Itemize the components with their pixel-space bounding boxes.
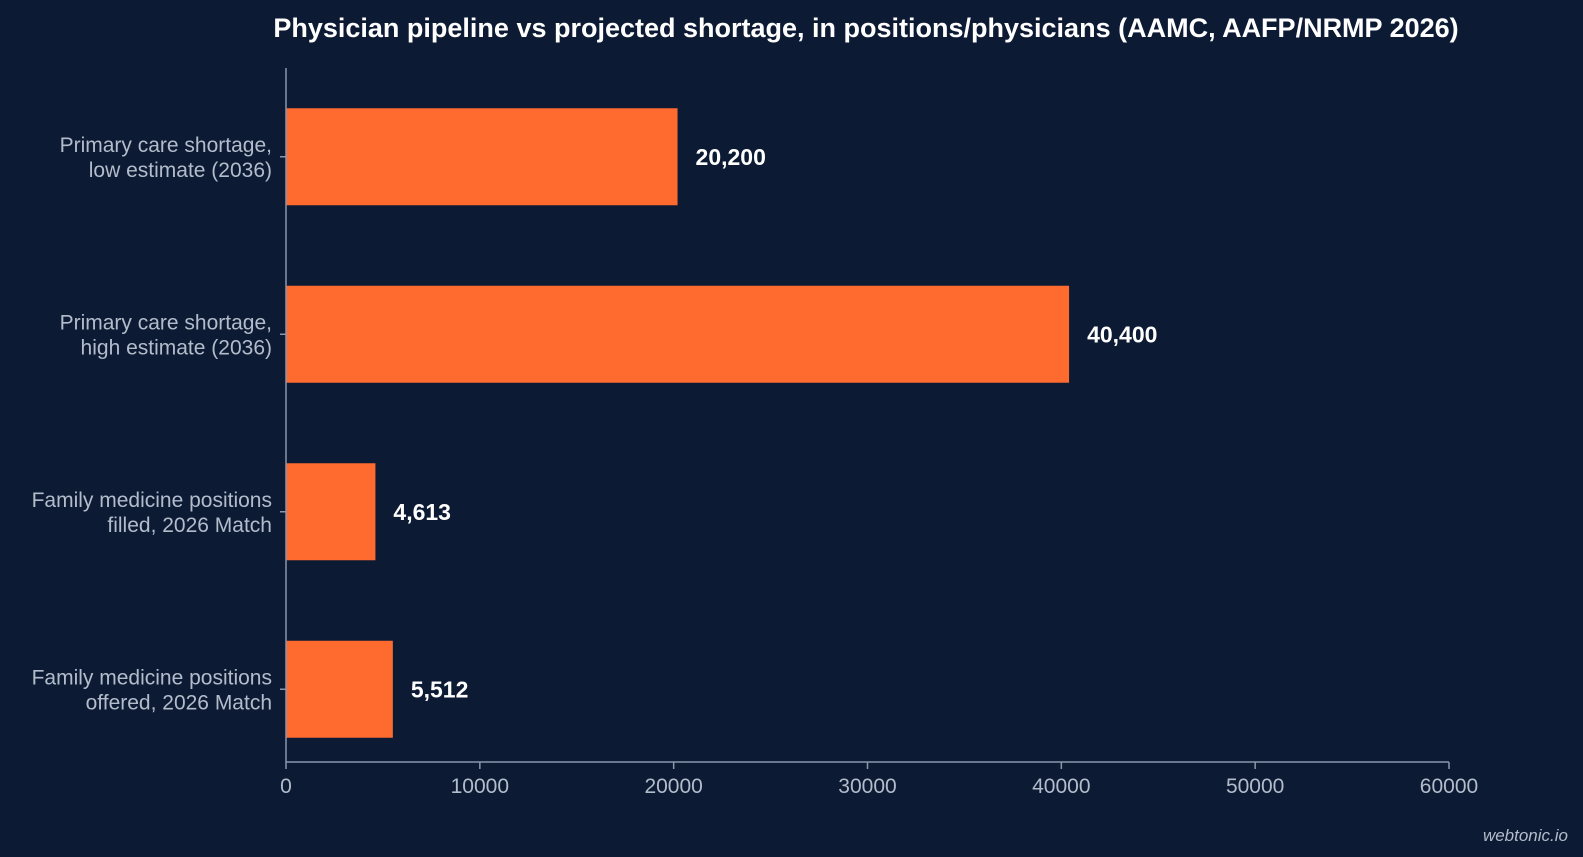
category-label-3: Family medicine positions filled, 2026 Ma… <box>32 489 272 537</box>
data-label-3: 4,613 <box>393 499 451 525</box>
watermark-text: webtonic.io <box>1483 826 1568 845</box>
x-tick-label-0: 0 <box>280 775 292 798</box>
chart-title: Physician pipeline vs projected shortage… <box>273 13 1458 43</box>
category-label-line: Family medicine positions <box>32 489 272 512</box>
category-label-line: Family medicine positions <box>32 666 272 689</box>
category-label-4: Family medicine positions offered, 2026 M… <box>32 666 272 714</box>
category-label-2: Primary care shortage, high estimate (203… <box>60 311 272 359</box>
category-label-1: Primary care shortage, low estimate (2036… <box>60 134 272 182</box>
category-label-line: filled, 2026 Match <box>107 514 272 537</box>
axes: 0 10000 20000 30000 40000 50000 60000 <box>280 68 1478 798</box>
x-tick-label-20000: 20000 <box>644 775 702 798</box>
category-labels: Primary care shortage, low estimate (2036… <box>32 134 272 715</box>
category-label-line: offered, 2026 Match <box>86 691 272 714</box>
x-tick-label-30000: 30000 <box>838 775 896 798</box>
category-label-line: Primary care shortage, <box>60 134 272 157</box>
x-tick-label-60000: 60000 <box>1420 775 1478 798</box>
category-label-line: low estimate (2036) <box>89 159 272 182</box>
x-tick-label-40000: 40000 <box>1032 775 1090 798</box>
data-label-2: 40,400 <box>1087 321 1157 347</box>
bar-4 <box>286 640 393 738</box>
data-label-1: 20,200 <box>696 144 766 170</box>
x-tick-label-10000: 10000 <box>451 775 509 798</box>
data-label-4: 5,512 <box>411 676 469 702</box>
category-label-line: Primary care shortage, <box>60 311 272 334</box>
category-label-line: high estimate (2036) <box>81 336 272 359</box>
bar-2 <box>286 285 1070 383</box>
bar-1 <box>286 108 678 206</box>
bars-layer <box>286 108 1070 738</box>
x-tick-label-50000: 50000 <box>1226 775 1284 798</box>
data-labels: 20,200 40,400 4,613 5,512 <box>393 144 1157 703</box>
bar-3 <box>286 463 376 561</box>
